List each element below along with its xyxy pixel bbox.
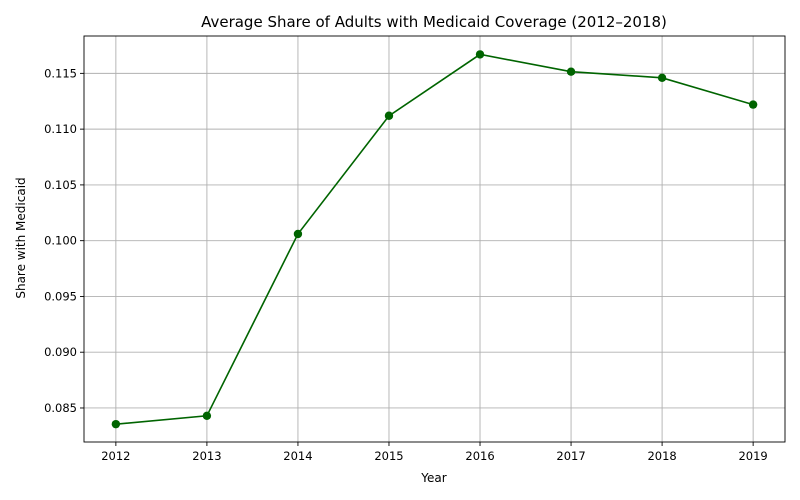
y-tick-label: 0.085 bbox=[44, 401, 77, 415]
data-point bbox=[384, 111, 394, 120]
y-tick-label: 0.095 bbox=[44, 289, 77, 303]
x-axis-label: Year bbox=[420, 471, 446, 485]
plot-frame bbox=[83, 35, 786, 443]
data-point bbox=[475, 50, 485, 59]
y-axis-ticks: 0.085 0.090 0.095 0.100 0.105 0.110 0.115 bbox=[44, 66, 84, 415]
data-point bbox=[657, 73, 667, 83]
y-axis-label: Share with Medicaid bbox=[14, 177, 28, 298]
x-tick-label: 2012 bbox=[101, 449, 130, 463]
x-tick-label: 2019 bbox=[738, 449, 767, 463]
x-tick-label: 2016 bbox=[465, 449, 494, 463]
x-tick-label: 2015 bbox=[374, 449, 403, 463]
data-point bbox=[566, 67, 576, 76]
grid-lines bbox=[84, 36, 785, 442]
chart-title: Average Share of Adults with Medicaid Co… bbox=[201, 13, 667, 31]
data-point bbox=[202, 411, 212, 420]
data-point bbox=[111, 419, 121, 429]
y-tick-label: 0.105 bbox=[44, 178, 77, 192]
x-tick-label: 2017 bbox=[556, 449, 585, 463]
x-axis-ticks: 2012 2013 2014 2015 2016 2017 2018 2019 bbox=[101, 442, 768, 463]
y-tick-label: 0.090 bbox=[44, 345, 77, 359]
y-tick-label: 0.100 bbox=[44, 234, 77, 248]
x-tick-label: 2018 bbox=[647, 449, 676, 463]
series-line bbox=[115, 53, 754, 425]
x-tick-label: 2013 bbox=[192, 449, 221, 463]
y-tick-label: 0.115 bbox=[44, 66, 77, 80]
x-tick-label: 2014 bbox=[283, 449, 312, 463]
series-layer bbox=[111, 50, 758, 429]
data-point bbox=[748, 100, 758, 109]
data-point bbox=[293, 229, 303, 239]
y-tick-label: 0.110 bbox=[44, 122, 77, 136]
